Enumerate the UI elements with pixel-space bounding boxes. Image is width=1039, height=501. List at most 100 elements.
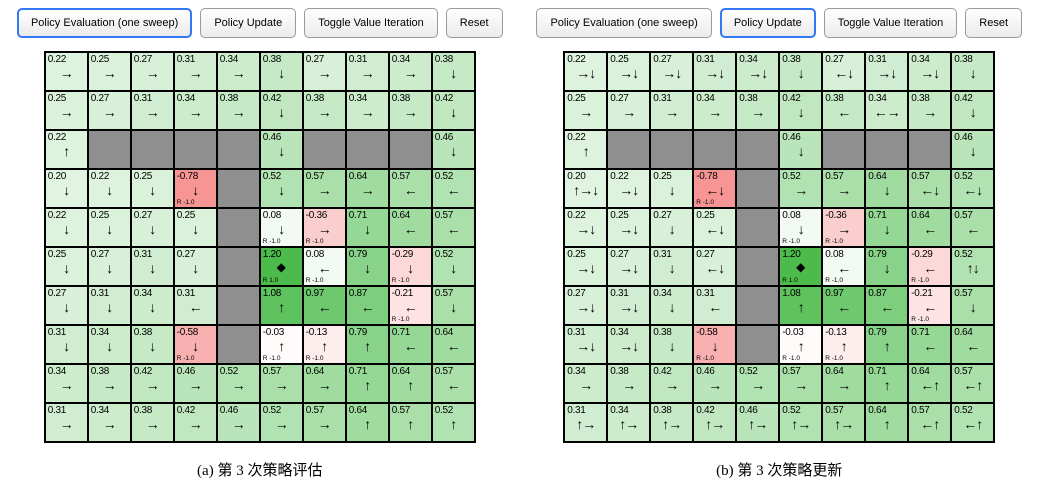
grid-cell: 0.38 → bbox=[303, 92, 345, 129]
policy-arrow-icon: ↓ bbox=[450, 299, 457, 315]
policy-arrow-icon: ↓ bbox=[407, 260, 414, 276]
grid-cell: 0.64 ↓ bbox=[866, 170, 908, 207]
toggle-value-iteration-button[interactable]: Toggle Value Iteration bbox=[304, 8, 438, 38]
cell-value: 0.27 bbox=[696, 249, 715, 260]
grid-cell: 0.64 ← bbox=[909, 209, 951, 246]
cell-value: 0.34 bbox=[90, 405, 110, 416]
policy-arrow-icon: →↓ bbox=[619, 260, 639, 276]
grid-cell: 0.38 → bbox=[608, 365, 650, 402]
policy-arrow-icon: ←↓ bbox=[705, 182, 725, 198]
cell-value: 0.52 bbox=[262, 405, 282, 416]
cell-value: 0.42 bbox=[176, 405, 196, 416]
toggle-value-iteration-button[interactable]: Toggle Value Iteration bbox=[823, 8, 958, 38]
policy-arrow-icon: → bbox=[274, 416, 289, 432]
grid-cell: 0.42 ↓ bbox=[780, 92, 822, 129]
policy-arrow-icon: ↓ bbox=[192, 260, 199, 276]
reward-label: R 1.0 bbox=[782, 277, 798, 284]
cell-value: 0.64 bbox=[348, 171, 368, 182]
policy-update-button[interactable]: Policy Update bbox=[200, 8, 297, 38]
grid-cell: 0.71 ← bbox=[389, 326, 431, 363]
policy-arrow-icon: → bbox=[360, 65, 375, 81]
grid-cell: 0.34 → bbox=[174, 92, 216, 129]
policy-arrow-icon: ← bbox=[446, 182, 461, 198]
wall-cell bbox=[217, 209, 259, 246]
policy-arrow-icon: ↓ bbox=[969, 299, 977, 315]
grid-cell: 0.25 → bbox=[45, 92, 87, 129]
cell-value: 0.79 bbox=[348, 249, 368, 260]
cell-value: 0.42 bbox=[954, 93, 973, 104]
cell-value: -0.36 bbox=[825, 210, 847, 221]
grid-cell: 1.08 ↑ bbox=[260, 287, 302, 324]
grid-cell: 0.57 ↓ bbox=[952, 287, 994, 324]
policy-arrow-icon: ← bbox=[837, 260, 851, 276]
reward-label: R -1.0 bbox=[176, 199, 195, 206]
cell-value: 0.22 bbox=[567, 210, 586, 221]
grid-cell: 0.31 → bbox=[131, 92, 173, 129]
grid-cell: 0.27 ↓ bbox=[174, 248, 216, 285]
grid-cell: 0.38 → bbox=[131, 404, 173, 441]
grid-cell: 0.27 → bbox=[131, 53, 173, 90]
policy-arrow-icon: ← bbox=[446, 377, 461, 393]
cell-value: 0.25 bbox=[653, 171, 672, 182]
policy-update-button[interactable]: Policy Update bbox=[719, 8, 816, 38]
policy-arrow-icon: ↑ bbox=[840, 338, 848, 354]
grid-cell: 0.31 →↓ bbox=[608, 287, 650, 324]
policy-arrow-icon: ← bbox=[403, 221, 418, 237]
grid-cell: 0.52 ←↓ bbox=[952, 170, 994, 207]
policy-arrow-icon: ← bbox=[923, 260, 937, 276]
policy-evaluation-button[interactable]: Policy Evaluation (one sweep) bbox=[536, 8, 712, 38]
cell-value: 0.34 bbox=[610, 327, 629, 338]
policy-arrow-icon: → bbox=[145, 65, 160, 81]
cell-value: 0.57 bbox=[911, 171, 930, 182]
cell-value: 0.52 bbox=[954, 171, 973, 182]
policy-arrow-icon: ← bbox=[446, 221, 461, 237]
cell-value: 0.08 bbox=[305, 249, 325, 260]
reset-button[interactable]: Reset bbox=[445, 8, 503, 38]
grid-cell: 0.34 → bbox=[565, 365, 607, 402]
policy-arrow-icon: ↓ bbox=[149, 221, 156, 237]
grid-cell: 0.25 ↓ bbox=[45, 248, 87, 285]
policy-evaluation-button[interactable]: Policy Evaluation (one sweep) bbox=[16, 8, 193, 38]
wall-cell bbox=[737, 326, 779, 363]
grid-cell: 0.31 ↑→ bbox=[565, 404, 607, 441]
grid-cell: -0.78 ←↓ R -1.0 bbox=[694, 170, 736, 207]
policy-arrow-icon: ↓ bbox=[883, 182, 891, 198]
cell-value: 0.71 bbox=[868, 366, 887, 377]
cell-value: 0.31 bbox=[696, 54, 715, 65]
grid-cell: 0.31 →↓ bbox=[694, 53, 736, 90]
policy-arrow-icon: → bbox=[360, 104, 375, 120]
reward-label: R -1.0 bbox=[262, 355, 281, 362]
reset-button[interactable]: Reset bbox=[965, 8, 1023, 38]
cell-value: 0.34 bbox=[219, 54, 239, 65]
policy-arrow-icon: → bbox=[317, 416, 332, 432]
grid-cell: -0.58 ↓ R -1.0 bbox=[694, 326, 736, 363]
grid-cell: 0.27 →↓ bbox=[651, 53, 693, 90]
grid-cell: 0.52 ↑↓ bbox=[952, 248, 994, 285]
grid-cell: 0.64 ← bbox=[952, 326, 994, 363]
policy-arrow-icon: → bbox=[317, 221, 332, 237]
cell-value: 0.34 bbox=[90, 327, 110, 338]
policy-arrow-icon: ← bbox=[880, 299, 894, 315]
grid-cell: 0.52 ←↑ bbox=[952, 404, 994, 441]
grid-cell: 0.87 ← bbox=[866, 287, 908, 324]
grid-cell: -0.03 ↑ R -1.0 bbox=[780, 326, 822, 363]
wall-cell bbox=[823, 131, 865, 168]
cell-value: 0.52 bbox=[434, 171, 454, 182]
reward-label: R -1.0 bbox=[305, 355, 324, 362]
policy-arrow-icon: ↓ bbox=[149, 338, 156, 354]
policy-arrow-icon: → bbox=[403, 104, 418, 120]
policy-arrow-icon: ↓ bbox=[278, 65, 285, 81]
grid-cell: 0.64 ← bbox=[389, 209, 431, 246]
policy-arrow-icon: ↑ bbox=[321, 338, 328, 354]
cell-value: 0.42 bbox=[782, 93, 801, 104]
cell-value: 0.27 bbox=[47, 288, 67, 299]
reward-label: R 1.0 bbox=[262, 277, 279, 284]
grid-cell: 0.42 ↓ bbox=[432, 92, 474, 129]
cell-value: 0.34 bbox=[610, 405, 629, 416]
cell-value: 0.64 bbox=[391, 366, 411, 377]
grid-cell: 0.46 → bbox=[174, 365, 216, 402]
policy-arrow-icon: ↓ bbox=[969, 65, 977, 81]
grid-cell: 0.71 ↑ bbox=[346, 365, 388, 402]
reward-label: R -1.0 bbox=[696, 199, 714, 206]
policy-arrow-icon: →↓ bbox=[920, 65, 940, 81]
